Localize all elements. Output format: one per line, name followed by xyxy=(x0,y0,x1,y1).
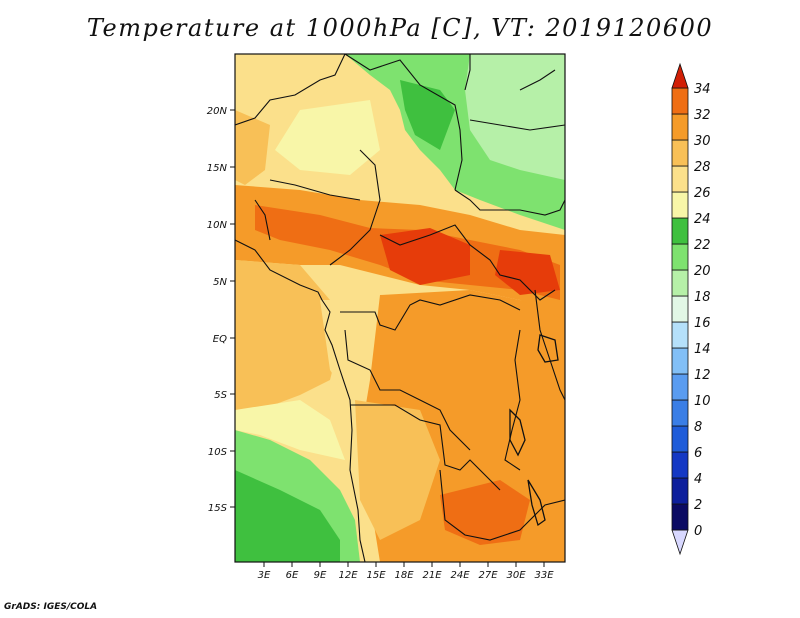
lon-label: 27E xyxy=(478,570,498,581)
lon-label: 18E xyxy=(394,570,414,581)
lon-label: 15E xyxy=(366,570,386,581)
colorbar-segment xyxy=(671,295,689,323)
map-frame xyxy=(234,53,566,563)
field-paleyellow-sw xyxy=(235,400,345,460)
field-orange-west xyxy=(235,110,270,185)
colorbar-label: 6 xyxy=(694,446,702,461)
lat-label: 15S xyxy=(208,503,228,514)
colorbar-label: 4 xyxy=(694,472,702,487)
colorbar-label: 24 xyxy=(694,212,711,227)
colorbar-label: 18 xyxy=(694,290,711,305)
lon-label: 33E xyxy=(534,570,554,581)
colorbar-segment xyxy=(671,243,689,271)
colorbar-segment xyxy=(671,477,689,505)
colorbar-label: 28 xyxy=(694,160,711,175)
lon-label: 3E xyxy=(258,570,271,581)
temperature-field xyxy=(235,54,565,562)
field-lightgreen-ne xyxy=(465,54,565,180)
lon-label: 21E xyxy=(422,570,442,581)
colorbar-label: 26 xyxy=(694,186,711,201)
colorbar-label: 2 xyxy=(694,498,702,513)
colorbar-segment xyxy=(671,425,689,453)
lat-label: 20N xyxy=(207,106,228,117)
lat-label: 10S xyxy=(208,447,228,458)
grads-credit: GrADS: IGES/COLA xyxy=(4,602,98,612)
colorbar-label: 16 xyxy=(694,316,711,331)
colorbar-label: 30 xyxy=(694,134,711,149)
field-angola xyxy=(355,400,440,540)
colorbar-segment xyxy=(671,113,689,141)
field-hottest-east xyxy=(495,250,560,295)
colorbar-segment xyxy=(671,139,689,167)
field-atlantic xyxy=(235,260,340,415)
colorbar-label: 22 xyxy=(694,238,711,253)
lat-label: 15N xyxy=(207,163,228,174)
colorbar-label: 34 xyxy=(694,82,711,97)
field-darkgreen-sw xyxy=(235,470,340,562)
colorbar-label: 8 xyxy=(694,420,702,435)
colorbar-label: 0 xyxy=(694,524,702,539)
lon-ticks xyxy=(263,562,545,567)
lon-label: 24E xyxy=(450,570,470,581)
colorbar-label: 10 xyxy=(694,394,711,409)
lon-label: 30E xyxy=(506,570,526,581)
field-zambia-hot xyxy=(440,480,530,545)
lat-ticks xyxy=(230,109,235,508)
colorbar-label: 14 xyxy=(694,342,711,357)
colorbar-segment xyxy=(671,503,689,531)
lon-labels: 3E 6E 9E 12E 15E 18E 21E 24E 27E 30E 33E xyxy=(258,570,555,581)
lon-label: 9E xyxy=(314,570,327,581)
lat-label: EQ xyxy=(213,334,227,345)
colorbar-segment xyxy=(671,451,689,479)
colorbar-segment xyxy=(671,269,689,297)
colorbar-cap-low xyxy=(671,529,689,556)
lat-label: 5S xyxy=(214,390,227,401)
field-nw xyxy=(235,54,345,120)
colorbar-label: 12 xyxy=(694,368,711,383)
colorbar-segment xyxy=(671,191,689,219)
lat-labels: 20N 15N 10N 5N EQ 5S 10S 15S xyxy=(207,106,228,514)
colorbar-segment xyxy=(671,321,689,349)
field-hottest-band xyxy=(380,228,470,285)
colorbar-segment xyxy=(671,165,689,193)
map-title: Temperature at 1000hPa [C], VT: 20191206… xyxy=(86,14,714,42)
colorbar-segment xyxy=(671,347,689,375)
lon-label: 12E xyxy=(338,570,358,581)
lat-label: 5N xyxy=(213,277,227,288)
colorbar-segment xyxy=(671,87,689,115)
colorbar-segment xyxy=(671,373,689,401)
colorbar-segment xyxy=(671,217,689,245)
colorbar-label: 20 xyxy=(694,264,711,279)
lon-label: 6E xyxy=(286,570,299,581)
country-borders xyxy=(235,54,565,562)
colorbar-label: 32 xyxy=(694,108,711,123)
lakes xyxy=(509,334,559,527)
colorbar-segment xyxy=(671,399,689,427)
colorbar-cap-high xyxy=(671,62,689,89)
field-paleyellow xyxy=(275,100,380,175)
lat-label: 10N xyxy=(207,220,228,231)
